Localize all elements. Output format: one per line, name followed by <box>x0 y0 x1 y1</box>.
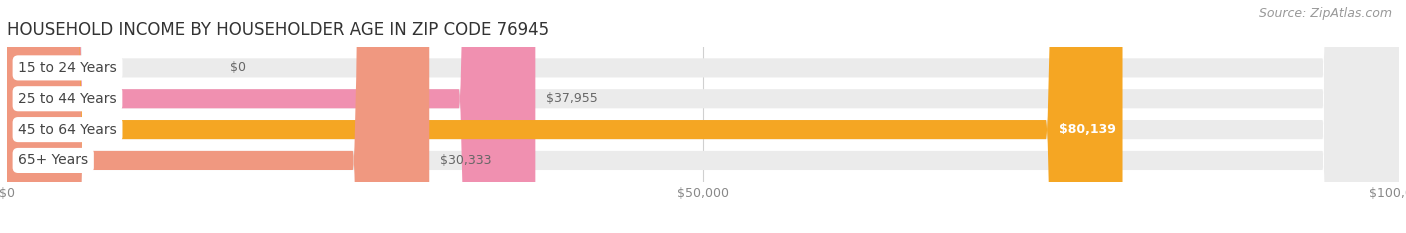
FancyBboxPatch shape <box>7 0 536 233</box>
FancyBboxPatch shape <box>7 0 1399 233</box>
Text: $30,333: $30,333 <box>440 154 492 167</box>
Text: $0: $0 <box>229 61 246 74</box>
Text: Source: ZipAtlas.com: Source: ZipAtlas.com <box>1258 7 1392 20</box>
FancyBboxPatch shape <box>7 0 1122 233</box>
FancyBboxPatch shape <box>7 0 1399 233</box>
FancyBboxPatch shape <box>7 0 429 233</box>
Text: $80,139: $80,139 <box>1059 123 1115 136</box>
Text: 15 to 24 Years: 15 to 24 Years <box>18 61 117 75</box>
Text: HOUSEHOLD INCOME BY HOUSEHOLDER AGE IN ZIP CODE 76945: HOUSEHOLD INCOME BY HOUSEHOLDER AGE IN Z… <box>7 21 550 39</box>
Text: 45 to 64 Years: 45 to 64 Years <box>18 123 117 137</box>
FancyBboxPatch shape <box>7 0 1399 233</box>
FancyBboxPatch shape <box>7 0 1399 233</box>
Text: 65+ Years: 65+ Years <box>18 154 89 168</box>
Text: $37,955: $37,955 <box>547 92 598 105</box>
Text: 25 to 44 Years: 25 to 44 Years <box>18 92 117 106</box>
